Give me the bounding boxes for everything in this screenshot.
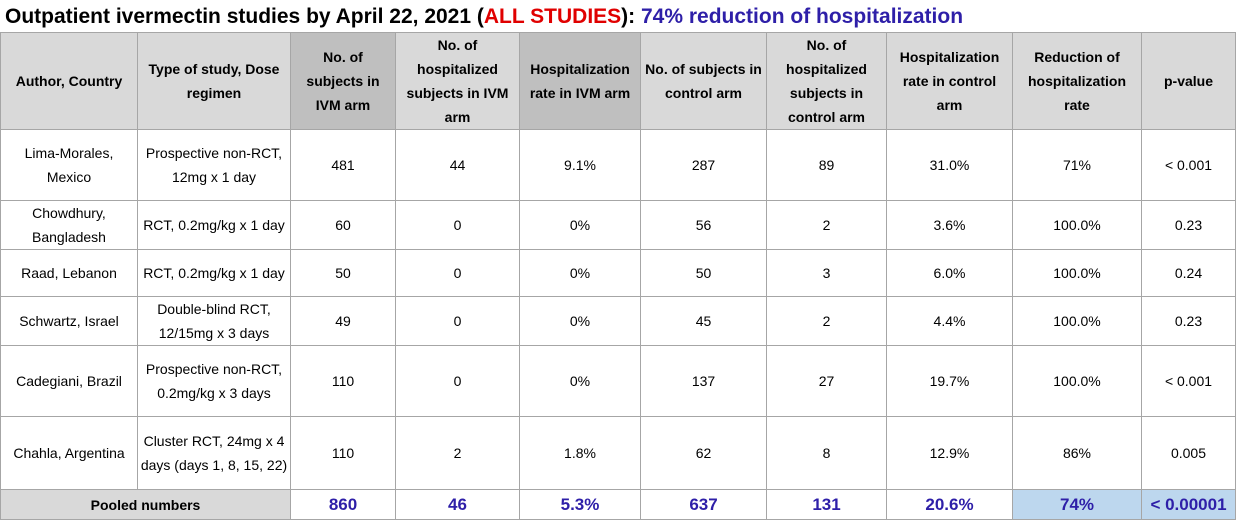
table-row: Cadegiani, Brazil Prospective non-RCT, 0.… xyxy=(0,345,1236,417)
pooled-control-hospitalized: 131 xyxy=(766,489,887,520)
table-row: Chowdhury, Bangladesh RCT, 0.2mg/kg x 1 d… xyxy=(0,200,1236,250)
cell-control-hospitalized: 89 xyxy=(766,129,887,201)
table-row: Lima-Morales, Mexico Prospective non-RCT,… xyxy=(0,129,1236,201)
header-control-hospitalized: No. of hospitalized subjects in control … xyxy=(766,32,887,130)
cell-ivm-hospitalized: 0 xyxy=(395,200,520,250)
table-row: Schwartz, Israel Double-blind RCT, 12/15m… xyxy=(0,296,1236,346)
cell-control-rate: 19.7% xyxy=(886,345,1013,417)
cell-ivm-subjects: 50 xyxy=(290,249,396,297)
cell-author: Chahla, Argentina xyxy=(0,416,138,490)
pooled-label: Pooled numbers xyxy=(0,489,291,520)
header-control-subjects: No. of subjects in control arm xyxy=(640,32,767,130)
cell-author: Schwartz, Israel xyxy=(0,296,138,346)
studies-table: Author, Country Type of study, Dose regi… xyxy=(0,32,1236,520)
pooled-row: Pooled numbers 860 46 5.3% 637 131 20.6%… xyxy=(0,489,1236,520)
cell-control-subjects: 50 xyxy=(640,249,767,297)
cell-p-value: < 0.001 xyxy=(1141,129,1236,201)
cell-control-rate: 6.0% xyxy=(886,249,1013,297)
pooled-control-subjects: 637 xyxy=(640,489,767,520)
title-conclusion: 74% reduction of hospitalization xyxy=(641,5,964,28)
title-highlight: ALL STUDIES xyxy=(483,5,622,28)
title-middle: ): xyxy=(621,5,641,28)
cell-control-rate: 3.6% xyxy=(886,200,1013,250)
table-row: Chahla, Argentina Cluster RCT, 24mg x 4 d… xyxy=(0,416,1236,490)
cell-control-hospitalized: 3 xyxy=(766,249,887,297)
cell-control-subjects: 56 xyxy=(640,200,767,250)
cell-author: Lima-Morales, Mexico xyxy=(0,129,138,201)
cell-control-subjects: 137 xyxy=(640,345,767,417)
header-ivm-hospitalized: No. of hospitalized subjects in IVM arm xyxy=(395,32,520,130)
cell-author: Raad, Lebanon xyxy=(0,249,138,297)
cell-reduction: 100.0% xyxy=(1012,345,1142,417)
header-author: Author, Country xyxy=(0,32,138,130)
cell-study-type: Cluster RCT, 24mg x 4 days (days 1, 8, 1… xyxy=(137,416,291,490)
header-study-type: Type of study, Dose regimen xyxy=(137,32,291,130)
cell-ivm-rate: 0% xyxy=(519,200,641,250)
cell-ivm-rate: 0% xyxy=(519,345,641,417)
pooled-control-rate: 20.6% xyxy=(886,489,1013,520)
cell-ivm-hospitalized: 0 xyxy=(395,249,520,297)
pooled-reduction: 74% xyxy=(1012,489,1142,520)
cell-control-subjects: 45 xyxy=(640,296,767,346)
cell-ivm-hospitalized: 0 xyxy=(395,296,520,346)
cell-ivm-rate: 0% xyxy=(519,249,641,297)
cell-control-rate: 4.4% xyxy=(886,296,1013,346)
cell-control-rate: 31.0% xyxy=(886,129,1013,201)
header-ivm-rate: Hospitalization rate in IVM arm xyxy=(519,32,641,130)
cell-ivm-hospitalized: 2 xyxy=(395,416,520,490)
cell-ivm-hospitalized: 0 xyxy=(395,345,520,417)
cell-study-type: RCT, 0.2mg/kg x 1 day xyxy=(137,249,291,297)
cell-reduction: 71% xyxy=(1012,129,1142,201)
pooled-p-value: < 0.00001 xyxy=(1141,489,1236,520)
cell-control-hospitalized: 8 xyxy=(766,416,887,490)
cell-control-subjects: 62 xyxy=(640,416,767,490)
cell-ivm-rate: 0% xyxy=(519,296,641,346)
cell-study-type: Double-blind RCT, 12/15mg x 3 days xyxy=(137,296,291,346)
cell-author: Cadegiani, Brazil xyxy=(0,345,138,417)
cell-reduction: 100.0% xyxy=(1012,296,1142,346)
pooled-ivm-rate: 5.3% xyxy=(519,489,641,520)
pooled-ivm-hospitalized: 46 xyxy=(395,489,520,520)
title-prefix: Outpatient ivermectin studies by April 2… xyxy=(5,5,484,28)
cell-ivm-rate: 1.8% xyxy=(519,416,641,490)
cell-ivm-subjects: 49 xyxy=(290,296,396,346)
cell-study-type: RCT, 0.2mg/kg x 1 day xyxy=(137,200,291,250)
cell-ivm-rate: 9.1% xyxy=(519,129,641,201)
header-row: Author, Country Type of study, Dose regi… xyxy=(0,32,1236,130)
header-reduction: Reduction of hospitalization rate xyxy=(1012,32,1142,130)
cell-study-type: Prospective non-RCT, 12mg x 1 day xyxy=(137,129,291,201)
cell-p-value: 0.24 xyxy=(1141,249,1236,297)
cell-study-type: Prospective non-RCT, 0.2mg/kg x 3 days xyxy=(137,345,291,417)
cell-ivm-subjects: 60 xyxy=(290,200,396,250)
cell-control-subjects: 287 xyxy=(640,129,767,201)
cell-p-value: 0.23 xyxy=(1141,200,1236,250)
cell-ivm-subjects: 481 xyxy=(290,129,396,201)
cell-p-value: 0.23 xyxy=(1141,296,1236,346)
header-control-rate: Hospitalization rate in control arm xyxy=(886,32,1013,130)
cell-ivm-subjects: 110 xyxy=(290,416,396,490)
cell-reduction: 100.0% xyxy=(1012,200,1142,250)
table-row: Raad, Lebanon RCT, 0.2mg/kg x 1 day 50 0 0% 5… xyxy=(0,249,1236,297)
header-p-value: p-value xyxy=(1141,32,1236,130)
cell-control-rate: 12.9% xyxy=(886,416,1013,490)
cell-ivm-subjects: 110 xyxy=(290,345,396,417)
cell-p-value: 0.005 xyxy=(1141,416,1236,490)
cell-control-hospitalized: 2 xyxy=(766,296,887,346)
pooled-ivm-subjects: 860 xyxy=(290,489,396,520)
cell-reduction: 100.0% xyxy=(1012,249,1142,297)
header-ivm-subjects: No. of subjects in IVM arm xyxy=(290,32,396,130)
cell-p-value: < 0.001 xyxy=(1141,345,1236,417)
cell-author: Chowdhury, Bangladesh xyxy=(0,200,138,250)
cell-control-hospitalized: 27 xyxy=(766,345,887,417)
cell-reduction: 86% xyxy=(1012,416,1142,490)
cell-ivm-hospitalized: 44 xyxy=(395,129,520,201)
page-title: Outpatient ivermectin studies by April 2… xyxy=(5,3,963,31)
cell-control-hospitalized: 2 xyxy=(766,200,887,250)
